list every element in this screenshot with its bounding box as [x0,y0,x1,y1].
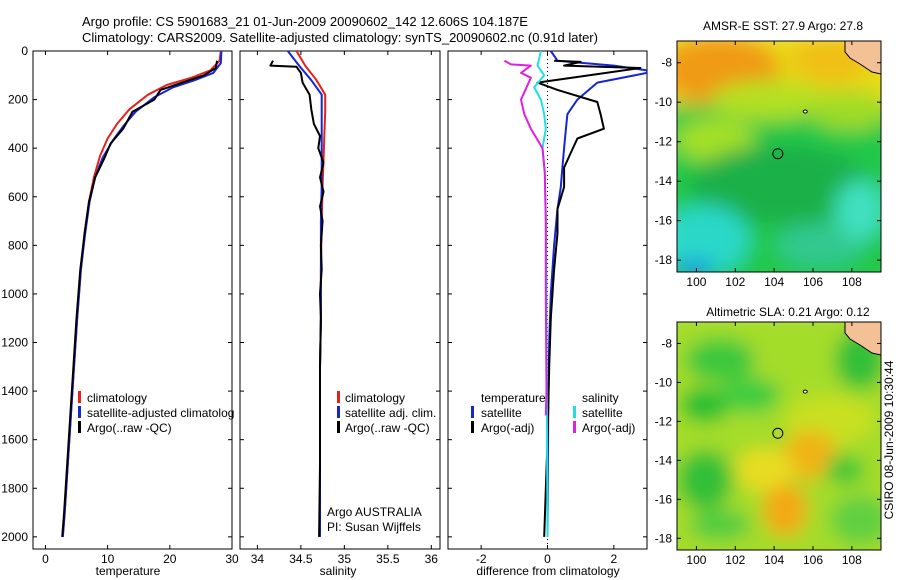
map-y-tick-label: -10 [655,375,673,389]
x-tick-label: 2 [610,552,617,566]
map-y-tick-label: -14 [655,453,673,467]
legend-label-sal-argo: Argo(-adj) [582,421,635,435]
map-y-tick-label: -12 [655,414,673,428]
map-y-tick-label: -16 [655,492,673,506]
y-tick-label: 800 [8,238,28,252]
legend-label-temp-argo: Argo(-adj) [481,421,534,435]
legend-swatch-sal-satellite [573,406,576,418]
map-y-tick-label: -14 [655,174,673,188]
y-tick-label: 2000 [1,530,28,544]
x-tick-label: 35 [338,552,352,566]
temperature-panel: 0 10 20 30 0 200 400 600 800 1000 1200 1400 1600 1800… [1,44,239,578]
legend-label-argo: Argo(..raw -QC) [87,421,172,435]
island-marker [802,389,808,394]
map-x-tick-label: 106 [803,275,823,289]
y-tick-label: 0 [21,44,28,58]
y-tick-label: 200 [8,93,28,107]
difference-xlabel: difference from climatology [476,564,619,578]
salinity-panel: 34 34.5 35 35.5 36 climatology satellite adj… [239,50,441,578]
legend-swatch-argo [337,421,340,433]
sla-field [677,322,881,550]
legend-header-salinity: salinity [582,391,619,405]
x-tick-label: -2 [476,552,487,566]
legend-header-temperature: temperature [481,391,546,405]
sst-map-title: AMSR-E SST: 27.9 Argo: 27.8 [703,19,863,33]
sla-map-title: Altimetric SLA: 0.21 Argo: 0.12 [706,305,870,319]
y-tick-label: 1800 [1,481,28,495]
y-tick-label: 600 [8,190,28,204]
legend-swatch-sal-argo [573,421,576,433]
salinity-axes-frame [239,50,441,550]
x-tick-label: 34.5 [289,552,313,566]
figure-title-line2: Climatology: CARS2009. Satellite-adjuste… [82,30,598,45]
series-line-argo-raw-qc- [61,60,219,537]
x-tick-label: 10 [101,552,115,566]
float-pi-annotation: PI: Susan Wijffels [327,520,421,534]
y-tick-label: 1200 [1,336,28,350]
map-y-tick-label: -18 [655,531,673,545]
x-tick-label: 30 [225,552,239,566]
map-x-tick-label: 108 [842,275,862,289]
map-y-tick-label: -8 [661,56,672,70]
map-x-tick-label: 102 [725,553,745,567]
legend-label-satellite-adj: satellite adj. clim. [345,406,436,420]
figure-title-line1: Argo profile: CS 5901683_21 01-Jun-2009 … [82,14,528,29]
map-x-tick-label: 100 [686,275,706,289]
legend-swatch-satellite-adj [337,406,340,418]
legend-label-climatology: climatology [87,391,147,405]
legend-label-temp-satellite: satellite [481,406,522,420]
float-position-marker [772,427,784,439]
side-credit: CSIRO 08-Jun-2009 10:30:44 [882,360,896,519]
legend-swatch-temp-satellite [471,406,474,418]
difference-panel: -2 0 2 temperature salinity satellite Argo… [447,50,648,578]
legend-swatch-climatology [78,391,81,403]
x-tick-label: 0 [544,552,551,566]
legend-swatch-argo [78,421,81,433]
map-x-tick-label: 104 [764,553,784,567]
x-tick-label: 20 [163,552,177,566]
map-x-tick-label: 100 [686,553,706,567]
series-line-salinity-argo-adj- [503,59,548,416]
sst-map-panel: AMSR-E SST: 27.9 Argo: 27.8 100 102 104 106… [655,19,882,289]
salinity-xlabel: salinity [320,564,357,578]
legend-label-climatology: climatology [345,391,405,405]
y-tick-label: 1600 [1,433,28,447]
legend-label-argo: Argo(..raw -QC) [345,421,430,435]
sla-map-frame [676,321,882,551]
temperature-xlabel: temperature [96,564,161,578]
legend-swatch-temp-argo [471,421,474,433]
island-marker [802,109,808,114]
map-x-tick-label: 102 [725,275,745,289]
map-y-tick-label: -12 [655,135,673,149]
legend-label-satellite-adjusted: satellite-adjusted climatolog [87,406,234,420]
map-x-tick-label: 108 [842,553,862,567]
x-tick-label: 36 [425,552,439,566]
map-x-tick-label: 104 [764,275,784,289]
legend-swatch-climatology [337,391,340,403]
y-tick-label: 1000 [1,287,28,301]
map-x-tick-label: 106 [803,553,823,567]
legend-swatch-satellite-adjusted [78,406,81,418]
map-y-tick-label: -16 [655,214,673,228]
map-y-tick-label: -8 [661,336,672,350]
sst-map-frame [676,40,882,273]
series-line-argo-raw-qc- [269,60,325,537]
series-line-temperature-argo-adj- [536,59,642,537]
temperature-axes-frame [32,50,233,550]
x-tick-label: 0 [42,552,49,566]
x-tick-label: 35.5 [376,552,400,566]
float-position-marker [772,148,784,160]
y-tick-label: 400 [8,141,28,155]
x-tick-label: 34 [251,552,265,566]
series-line-temperature-satellite [546,51,647,537]
y-tick-label: 1400 [1,384,28,398]
map-y-tick-label: -10 [655,95,673,109]
sla-map-panel: Altimetric SLA: 0.21 Argo: 0.12 100 102 10… [655,305,882,567]
map-y-tick-label: -18 [655,253,673,267]
legend-label-sal-satellite: satellite [582,406,623,420]
sst-field [677,41,881,272]
float-program-annotation: Argo AUSTRALIA [327,505,422,519]
